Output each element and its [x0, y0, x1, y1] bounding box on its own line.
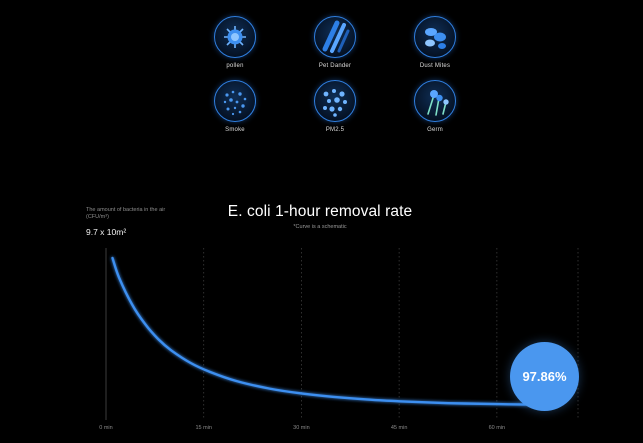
dust-mites-icon — [414, 16, 456, 58]
pollutant-label: Smoke — [225, 127, 245, 133]
pollutant-label: Pet Dander — [318, 63, 352, 69]
x-tick-label: 15 min — [195, 425, 212, 431]
germ-icon — [414, 80, 456, 122]
removal-rate-badge: 97.86% — [510, 342, 579, 411]
pollen-icon — [214, 16, 256, 58]
pollutant-label: PM2.5 — [325, 127, 345, 133]
pollutant-item-pet-dander: Pet Dander — [300, 16, 370, 69]
grid-lines — [105, 248, 579, 420]
pollutant-label: Dust Mites — [419, 63, 451, 69]
pollutant-label: Germ — [427, 127, 443, 133]
chart-subtitle: *Curve is a schematic — [293, 224, 347, 230]
x-tick-label: 0 min — [99, 425, 112, 431]
pollutant-grid: pollen Pet Dander Dust Mites — [200, 16, 470, 146]
removal-rate-value: 97.86% — [522, 369, 567, 384]
smoke-icon — [214, 80, 256, 122]
pollutant-item-germ: Germ — [400, 80, 470, 133]
x-tick-label: 60 min — [489, 425, 506, 431]
y-start-value: 9.7 x 10m² — [86, 227, 127, 237]
y-axis-description: The amount of bacteria in the air (CFU/m… — [86, 207, 166, 220]
x-tick-label: 30 min — [293, 425, 310, 431]
pollutant-item-pm25: PM2.5 — [300, 80, 370, 133]
pollutant-item-smoke: Smoke — [200, 80, 270, 133]
x-tick-label: 45 min — [391, 425, 408, 431]
pet-dander-icon — [314, 16, 356, 58]
pollutant-item-dust-mites: Dust Mites — [400, 16, 470, 69]
pollutant-item-pollen: pollen — [200, 16, 270, 69]
bacteria-curve — [111, 256, 544, 406]
pollutant-label: pollen — [226, 63, 244, 69]
pm25-icon — [314, 80, 356, 122]
x-axis-tick-labels: 0 min 15 min 30 min 45 min 60 min — [99, 425, 505, 431]
chart-title: E. coli 1-hour removal rate — [227, 203, 413, 220]
